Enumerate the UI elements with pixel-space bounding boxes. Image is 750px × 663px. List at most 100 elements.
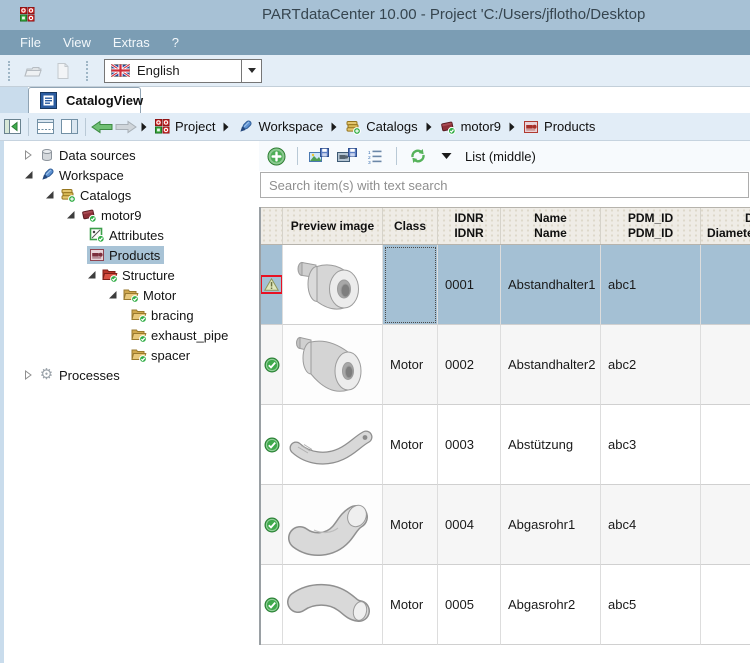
- table-row[interactable]: Motor 0003 Abstützung abc3: [261, 405, 750, 485]
- preview-image-curved-bracket[interactable]: [283, 405, 383, 485]
- tree-item-exhaust-pipe[interactable]: exhaust_pipe: [4, 325, 254, 345]
- breadcrumb-item-catalogs[interactable]: Catalogs: [345, 119, 432, 135]
- expander-collapsed-icon[interactable]: [24, 369, 37, 381]
- column-header-status[interactable]: [261, 208, 283, 244]
- cell-class[interactable]: [383, 245, 438, 325]
- cell-class[interactable]: Motor: [383, 325, 438, 405]
- tree-item-workspace[interactable]: Workspace: [4, 165, 254, 185]
- preview-image-bent-pipe[interactable]: [283, 565, 383, 645]
- cell-diameter[interactable]: [701, 325, 750, 405]
- tab-catalog-view[interactable]: CatalogView: [28, 87, 143, 113]
- tree-item-processes[interactable]: ⚙ Processes: [4, 365, 254, 385]
- breadcrumb-item-motor9[interactable]: motor9: [440, 119, 515, 135]
- expander-expanded-icon[interactable]: [45, 190, 58, 200]
- catalogs-stack-icon: [59, 187, 76, 203]
- tree-item-spacer[interactable]: spacer: [4, 345, 254, 365]
- add-item-button[interactable]: [265, 144, 287, 168]
- separator: [297, 147, 298, 165]
- cell-name[interactable]: Abstandhalter1: [501, 245, 601, 325]
- table-row[interactable]: 0001 Abstandhalter1 abc1: [261, 245, 750, 325]
- split-vertical-button[interactable]: [57, 115, 81, 139]
- table-row[interactable]: Motor 0004 Abgasrohr1 abc4: [261, 485, 750, 565]
- breadcrumb-caret-icon[interactable]: [509, 122, 515, 132]
- cell-idnr[interactable]: 0001: [438, 245, 501, 325]
- tree-item-structure[interactable]: Structure: [4, 265, 254, 285]
- export-image-button[interactable]: [308, 144, 330, 168]
- column-header-diameter[interactable]: Diameter Diameter: [701, 208, 750, 244]
- cell-pdm-id[interactable]: abc1: [601, 245, 701, 325]
- database-icon: [38, 147, 55, 163]
- cell-pdm-id[interactable]: abc5: [601, 565, 701, 645]
- menu-file[interactable]: File: [20, 35, 41, 50]
- expander-expanded-icon[interactable]: [108, 290, 121, 300]
- forward-button[interactable]: [114, 115, 138, 139]
- tree-item-data-sources[interactable]: Data sources: [4, 145, 254, 165]
- cell-class[interactable]: Motor: [383, 485, 438, 565]
- split-horizontal-button[interactable]: [33, 115, 57, 139]
- expander-expanded-icon[interactable]: [24, 170, 37, 180]
- view-mode-label[interactable]: List (middle): [465, 148, 536, 164]
- tab-strip: [28, 87, 750, 113]
- breadcrumb-caret-icon[interactable]: [331, 122, 337, 132]
- new-project-button[interactable]: [50, 58, 76, 84]
- cell-pdm-id[interactable]: abc4: [601, 485, 701, 565]
- cell-idnr[interactable]: 0004: [438, 485, 501, 565]
- toggle-sidebar-button[interactable]: [0, 115, 24, 139]
- preview-image-spacer-side[interactable]: [283, 325, 383, 405]
- ok-status-icon: [264, 517, 280, 533]
- menu-extras[interactable]: Extras: [112, 35, 150, 50]
- cell-name[interactable]: Abgasrohr1: [501, 485, 601, 565]
- cell-class[interactable]: Motor: [383, 565, 438, 645]
- expander-collapsed-icon[interactable]: [24, 149, 37, 161]
- tree-item-motor[interactable]: Motor: [4, 285, 254, 305]
- cell-diameter[interactable]: [701, 405, 750, 485]
- tree-item-catalogs[interactable]: Catalogs: [4, 185, 254, 205]
- export-image-alt-button[interactable]: [336, 144, 358, 168]
- menu-view[interactable]: View: [62, 35, 91, 50]
- refresh-button[interactable]: [407, 144, 429, 168]
- cell-name[interactable]: Abstandhalter2: [501, 325, 601, 405]
- view-mode-dropdown[interactable]: [435, 144, 457, 168]
- cell-class[interactable]: Motor: [383, 405, 438, 485]
- breadcrumb-caret-icon[interactable]: [141, 122, 147, 132]
- cell-name[interactable]: Abstützung: [501, 405, 601, 485]
- table-row[interactable]: Motor 0005 Abgasrohr2 abc5: [261, 565, 750, 645]
- cell-idnr[interactable]: 0002: [438, 325, 501, 405]
- menu-help[interactable]: ?: [171, 35, 179, 50]
- cell-idnr[interactable]: 0003: [438, 405, 501, 485]
- breadcrumb-item-products[interactable]: Products: [523, 119, 595, 135]
- breadcrumb-item-workspace[interactable]: Workspace: [237, 119, 337, 135]
- expander-expanded-icon[interactable]: [87, 270, 100, 280]
- cell-name[interactable]: Abgasrohr2: [501, 565, 601, 645]
- language-dropdown-button[interactable]: [242, 58, 262, 83]
- breadcrumb-caret-icon[interactable]: [426, 122, 432, 132]
- tree-item-attributes[interactable]: Attributes: [4, 225, 254, 245]
- breadcrumb-caret-icon[interactable]: [223, 122, 229, 132]
- search-input[interactable]: [260, 172, 749, 198]
- expander-expanded-icon[interactable]: [66, 210, 79, 220]
- cell-pdm-id[interactable]: abc2: [601, 325, 701, 405]
- cell-diameter[interactable]: [701, 485, 750, 565]
- column-header-class[interactable]: Class: [383, 208, 438, 244]
- tree-item-bracing[interactable]: bracing: [4, 305, 254, 325]
- cell-diameter[interactable]: [701, 245, 750, 325]
- cell-pdm-id[interactable]: abc3: [601, 405, 701, 485]
- cell-diameter[interactable]: [701, 565, 750, 645]
- preview-image-spacer-front[interactable]: [283, 245, 383, 325]
- column-header-pdm-id[interactable]: PDM_ID PDM_ID: [601, 208, 701, 244]
- tan-folder-icon: [130, 307, 147, 323]
- column-header-preview-image[interactable]: Preview image: [283, 208, 383, 244]
- breadcrumb-item-project[interactable]: Project: [155, 119, 229, 134]
- cell-idnr[interactable]: 0005: [438, 565, 501, 645]
- preview-image-pipe-elbow[interactable]: [283, 485, 383, 565]
- numbered-list-button[interactable]: 1 2 3: [364, 144, 386, 168]
- column-header-idnr[interactable]: IDNR IDNR: [438, 208, 501, 244]
- language-selector[interactable]: English: [104, 58, 262, 83]
- table-row[interactable]: Motor 0002 Abstandhalter2 abc2: [261, 325, 750, 405]
- navigation-tree: Data sources Workspace: [4, 141, 254, 663]
- tree-item-motor9[interactable]: motor9: [4, 205, 254, 225]
- open-project-button[interactable]: [20, 58, 46, 84]
- column-header-name[interactable]: Name Name: [501, 208, 601, 244]
- back-button[interactable]: [90, 115, 114, 139]
- tree-item-products[interactable]: Products: [4, 245, 254, 265]
